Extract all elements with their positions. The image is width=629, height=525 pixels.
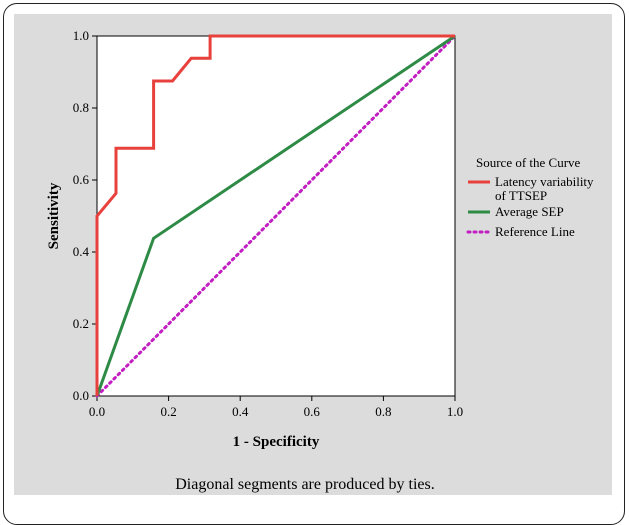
legend-label: Average SEP <box>495 204 564 219</box>
x-tick-label: 1.0 <box>447 404 463 419</box>
x-tick-label: 0.4 <box>232 404 249 419</box>
y-tick-label: 0.4 <box>73 244 90 259</box>
footnote: Diagonal segments are produced by ties. <box>175 476 434 493</box>
legend-label: Latency variability <box>495 174 594 189</box>
x-tick-label: 0.2 <box>160 404 176 419</box>
y-tick-label: 1.0 <box>73 28 89 43</box>
y-tick-label: 0.2 <box>73 316 89 331</box>
x-axis-ticks: 0.0 0.2 0.4 0.6 0.8 1.0 <box>89 396 463 419</box>
legend: Source of the Curve Latency variabilityo… <box>466 155 594 239</box>
x-tick-label: 0.0 <box>89 404 105 419</box>
y-axis-label: Sensitivity <box>46 182 62 249</box>
x-tick-label: 0.8 <box>375 404 391 419</box>
x-tick-label: 0.6 <box>304 404 321 419</box>
series-layer <box>95 34 457 398</box>
series-line-2 <box>95 34 457 398</box>
x-axis-label: 1 - Specificity <box>233 434 320 450</box>
series-line-0 <box>95 34 455 396</box>
legend-label: Reference Line <box>495 224 575 239</box>
y-tick-label: 0.6 <box>73 172 90 187</box>
y-tick-label: 0.0 <box>73 388 89 403</box>
legend-label: of TTSEP <box>495 188 547 203</box>
y-tick-label: 0.8 <box>73 100 89 115</box>
y-axis-ticks: 0.0 0.2 0.4 0.6 0.8 1.0 <box>73 28 97 403</box>
series-line-1 <box>95 34 456 397</box>
roc-chart: 0.0 0.2 0.4 0.6 0.8 1.0 0.0 0.2 0.4 0.6 0.8 1.0 1 … <box>14 14 612 495</box>
legend-title: Source of the Curve <box>476 155 581 170</box>
